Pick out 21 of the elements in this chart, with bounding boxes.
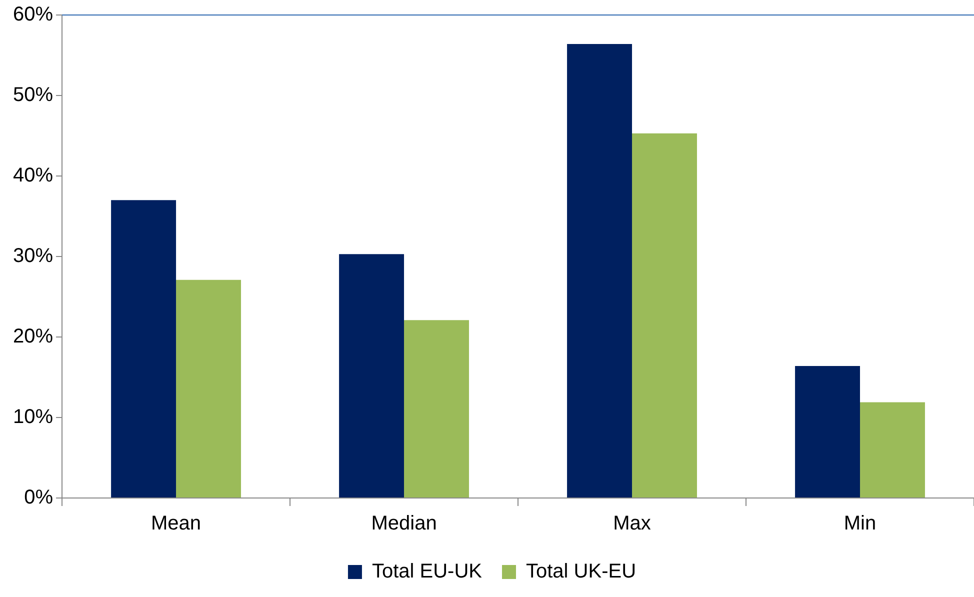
y-tick-label: 20% [13,326,54,348]
y-tick-label: 40% [13,164,54,187]
x-tick-label: Median [371,512,437,535]
bar [860,402,925,498]
y-tick-label: 60% [13,4,54,26]
bar [567,44,632,498]
x-tick-label: Mean [151,512,202,535]
y-tick-label: 50% [13,84,54,106]
x-tick-label: Max [613,512,651,535]
y-tick-label: 0% [24,486,54,509]
y-tick-label: 30% [13,245,54,268]
bar [404,320,469,498]
x-tick-label: Min [844,512,876,535]
bar [339,254,404,498]
bar [632,133,697,498]
bar [176,280,242,498]
bar [795,366,860,498]
legend-label: Total UK-EU [526,560,636,583]
bar [111,200,176,498]
y-tick-label: 10% [13,406,54,428]
legend-label: Total EU-UK [372,560,483,583]
